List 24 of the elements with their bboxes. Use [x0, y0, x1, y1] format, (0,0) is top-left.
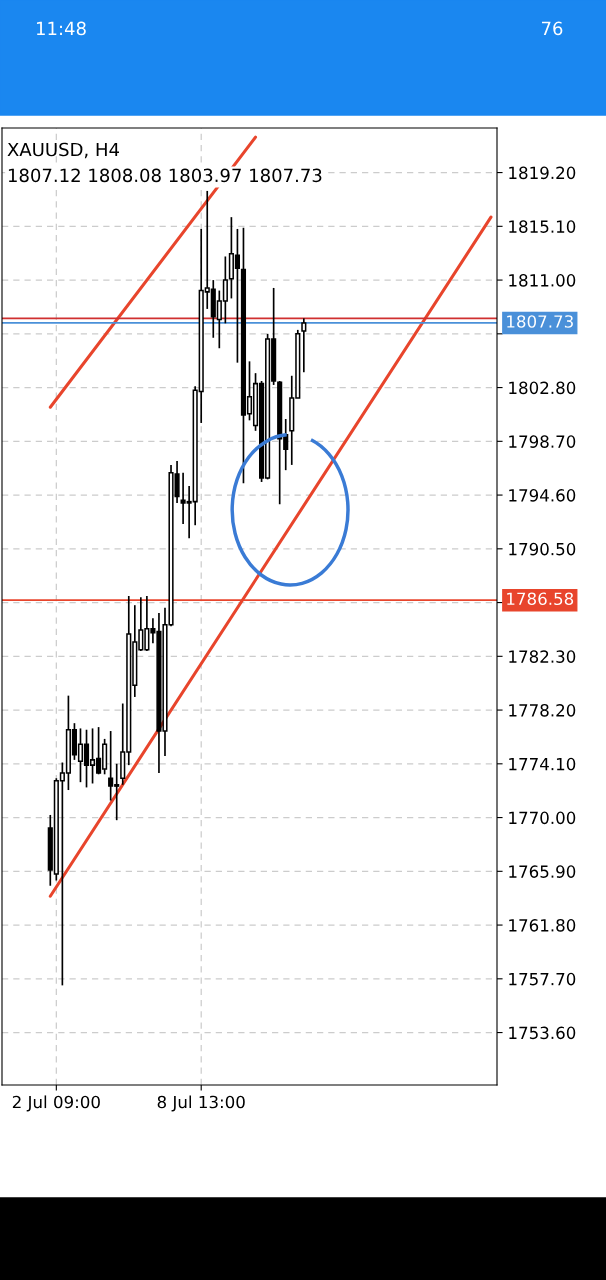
y-tick-label: 1811.00: [509, 274, 576, 287]
text: 76: [541, 21, 563, 36]
text: 11:48: [36, 21, 86, 36]
y-tick-label: 1802.80: [509, 381, 576, 395]
x-tick-label: 2 Jul 09:00: [12, 1095, 100, 1112]
ref-line-label: 1786.58: [507, 592, 574, 606]
x-tick-label: 8 Jul 13:00: [157, 1095, 245, 1112]
y-tick-label: 1757.70: [509, 972, 576, 986]
y-tick-label: 1753.60: [509, 1026, 576, 1040]
y-tick-label: 1770.00: [509, 811, 576, 825]
ref-line-label: 1807.73: [507, 315, 573, 328]
y-tick-label: 1774.10: [509, 757, 576, 771]
y-tick-label: 1798.70: [509, 435, 576, 448]
y-tick-label: 1794.60: [509, 489, 576, 502]
y-tick-label: 1761.80: [509, 919, 576, 932]
y-tick-label: 1765.90: [509, 865, 576, 878]
y-tick-label: 1790.50: [509, 542, 576, 556]
text: XAUUSD, H4: [7, 142, 119, 159]
y-tick-label: 1782.30: [509, 650, 576, 663]
y-tick-label: 1815.10: [509, 220, 576, 233]
text: 1807.12 1808.08 1803.97 1807.73: [8, 168, 322, 183]
candlestick: [301, 317, 307, 374]
y-tick-label: 1819.20: [509, 166, 576, 180]
y-tick-label: 1778.20: [509, 704, 576, 717]
